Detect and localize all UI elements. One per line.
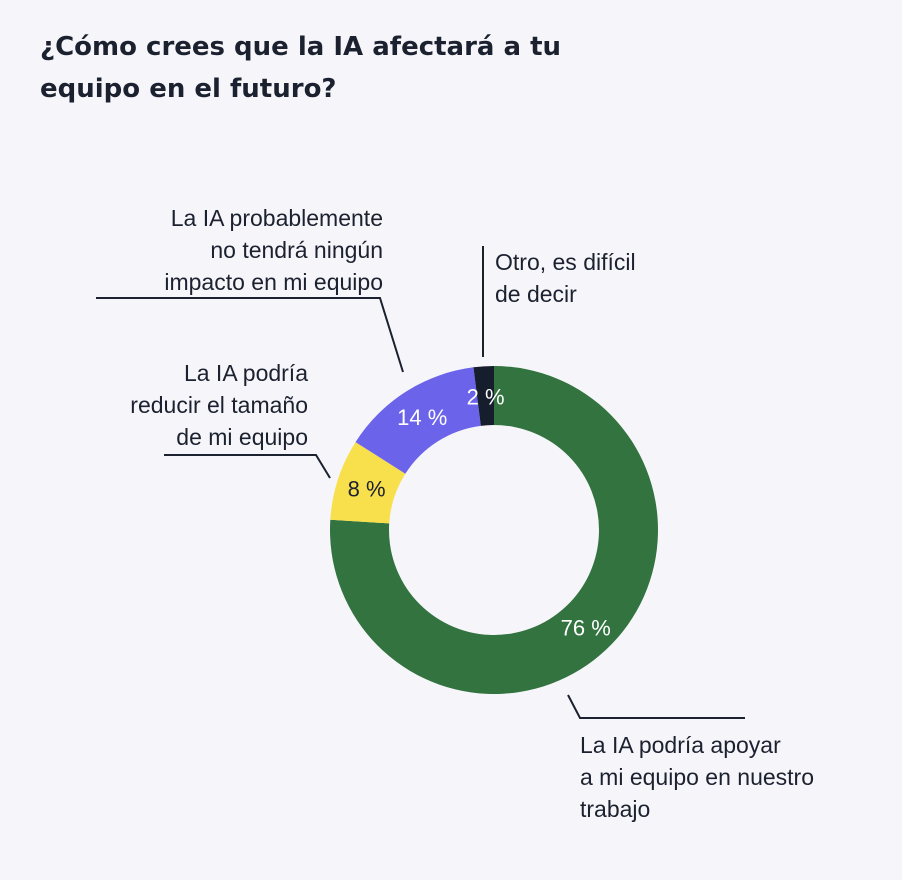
donut-slice-apoyar: [329, 366, 658, 695]
chart-title: ¿Cómo crees que la IA afectará a tu equi…: [40, 32, 562, 104]
category-label-otro: Otro, es difícil de decir: [495, 249, 636, 307]
category-label-line: no tendrá ningún: [210, 237, 383, 263]
category-label-line: a mi equipo en nuestro: [580, 764, 814, 790]
donut-slice-otro: [473, 365, 494, 426]
value-label-sin-impacto: 14 %: [397, 405, 447, 430]
category-label-line: La IA podría apoyar: [580, 732, 781, 758]
category-label-line: de decir: [495, 281, 577, 307]
donut-slice-sin-impacto: [355, 367, 481, 474]
category-label-line: reducir el tamaño: [130, 392, 308, 418]
category-label-apoyar: La IA podría apoyar a mi equipo en nuestr…: [580, 732, 814, 822]
value-label-apoyar: 76 %: [561, 616, 611, 641]
value-label-otro: 2 %: [467, 384, 505, 409]
category-label-line: La IA podría: [184, 360, 308, 386]
leader-line-reducir: [164, 454, 331, 479]
category-label-line: impacto en mi equipo: [164, 269, 383, 295]
category-labels: La IA podría apoyar a mi equipo en nuestr…: [130, 205, 814, 822]
value-label-reducir: 8 %: [348, 477, 386, 502]
category-label-sin-impacto: La IA probablemente no tendrá ningún impac…: [164, 205, 383, 295]
category-label-line: Otro, es difícil: [495, 249, 636, 275]
category-label-reducir: La IA podría reducir el tamaño de mi equip…: [130, 360, 308, 450]
leader-line-apoyar: [567, 694, 745, 719]
donut-slice-reducir: [330, 442, 406, 524]
category-label-line: La IA probablemente: [171, 205, 383, 231]
leader-lines: [96, 246, 745, 719]
category-label-line: de mi equipo: [176, 424, 308, 450]
category-label-line: trabajo: [580, 796, 650, 822]
leader-line-sin-impacto: [96, 297, 404, 373]
donut-slices: [329, 365, 658, 695]
value-labels: 76 % 8 % 14 % 2 %: [348, 384, 611, 640]
